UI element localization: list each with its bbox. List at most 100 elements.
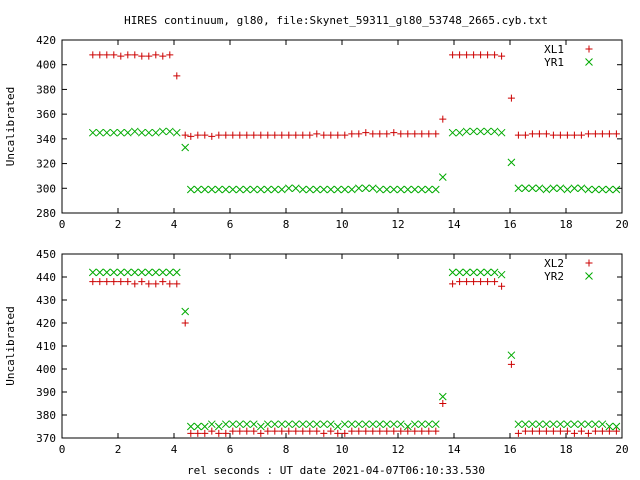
y-tick-label: 400 <box>36 59 56 72</box>
data-point <box>483 127 492 136</box>
data-point <box>181 307 190 316</box>
data-point <box>166 51 174 59</box>
data-point <box>612 130 620 138</box>
y-tick-label: 400 <box>36 363 56 376</box>
data-point <box>158 127 167 136</box>
data-point <box>507 360 515 368</box>
data-point <box>326 420 335 429</box>
data-point <box>549 131 557 139</box>
data-point <box>598 427 606 435</box>
data-point <box>312 185 321 194</box>
data-point <box>397 427 405 435</box>
data-point <box>397 130 405 138</box>
data-point <box>417 185 426 194</box>
data-point <box>584 185 593 194</box>
data-point <box>222 131 230 139</box>
bottom-scatter-panel: 0 2 4 6 8 10 12 14 16 18 20 370 380 390 400 410 420 430 44… <box>4 248 629 456</box>
data-point <box>542 185 551 194</box>
x-tick-label: 16 <box>503 218 516 231</box>
data-point <box>193 185 202 194</box>
data-point <box>477 278 485 286</box>
data-point <box>521 427 529 435</box>
y-tick-label: 380 <box>36 83 56 96</box>
data-point <box>95 128 104 137</box>
data-point <box>456 51 464 59</box>
data-point <box>263 185 272 194</box>
data-point <box>207 420 216 429</box>
data-point <box>591 130 599 138</box>
data-point <box>229 427 237 435</box>
x-tick-label: 20 <box>615 443 628 456</box>
data-point <box>507 94 515 102</box>
data-point <box>612 427 620 435</box>
x-tick-label: 0 <box>59 218 66 231</box>
data-point <box>570 184 579 193</box>
data-point <box>455 128 464 137</box>
data-point <box>598 185 607 194</box>
data-point <box>591 185 600 194</box>
x-tick-label: 10 <box>335 443 348 456</box>
x-tick-label: 8 <box>283 443 290 456</box>
data-point <box>334 131 342 139</box>
data-point <box>110 278 118 286</box>
data-point <box>103 278 111 286</box>
data-point <box>284 420 293 429</box>
data-point <box>535 184 544 193</box>
data-point <box>369 130 377 138</box>
x-tick-label: 10 <box>335 218 348 231</box>
data-point <box>320 131 328 139</box>
data-point <box>334 429 342 437</box>
data-point <box>528 427 536 435</box>
data-point <box>250 131 258 139</box>
y-tick-label: 320 <box>36 158 56 171</box>
y-tick-label: 370 <box>36 432 56 445</box>
data-point <box>470 51 478 59</box>
data-point <box>563 185 572 194</box>
data-point <box>271 131 279 139</box>
data-point <box>368 184 377 193</box>
data-point <box>462 268 471 277</box>
data-point <box>612 185 621 194</box>
data-point <box>319 420 328 429</box>
data-point <box>130 127 139 136</box>
data-point <box>123 128 132 137</box>
data-point <box>361 184 370 193</box>
data-point <box>103 51 111 59</box>
data-point <box>507 351 516 360</box>
data-point <box>270 420 279 429</box>
data-point <box>354 184 363 193</box>
data-point <box>312 420 321 429</box>
y-axis-label: Uncalibrated <box>4 87 17 166</box>
x-tick-label: 8 <box>283 218 290 231</box>
data-point <box>354 420 363 429</box>
data-point <box>298 185 307 194</box>
data-point <box>490 127 499 136</box>
x-tick-label: 18 <box>559 218 572 231</box>
data-point <box>257 429 265 437</box>
data-point <box>521 420 530 429</box>
data-point <box>159 278 167 286</box>
data-point <box>172 128 181 137</box>
data-point <box>376 130 384 138</box>
data-point <box>382 185 391 194</box>
data-point <box>166 280 174 288</box>
data-point <box>215 131 223 139</box>
data-point <box>291 420 300 429</box>
data-point <box>411 130 419 138</box>
data-point <box>563 131 571 139</box>
data-point <box>570 429 578 437</box>
y-tick-label: 280 <box>36 207 56 220</box>
data-point <box>469 127 478 136</box>
data-point <box>285 131 293 139</box>
data-point <box>173 72 181 80</box>
legend-marker <box>585 58 593 66</box>
data-point <box>577 131 585 139</box>
data-point <box>390 427 398 435</box>
data-point <box>514 429 522 437</box>
data-point <box>542 420 551 429</box>
data-point <box>277 420 286 429</box>
y-tick-label: 440 <box>36 271 56 284</box>
data-point <box>376 427 384 435</box>
data-point <box>605 427 613 435</box>
data-point <box>235 420 244 429</box>
